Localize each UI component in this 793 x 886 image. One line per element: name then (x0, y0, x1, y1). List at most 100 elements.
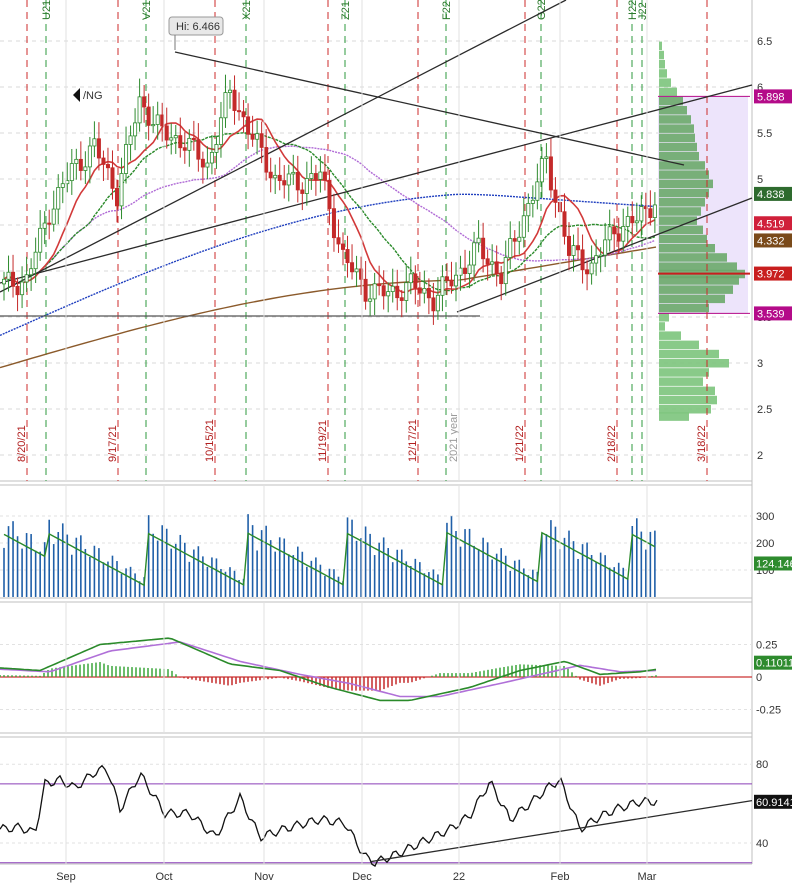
candle-body (29, 268, 34, 276)
candle-body (124, 144, 129, 174)
candle-body (377, 283, 382, 287)
price-tick-label: 3 (757, 358, 763, 370)
volume-profile-bar (659, 152, 699, 161)
price-tag-value: 4.519 (757, 218, 785, 230)
volume-profile-bar (659, 262, 737, 271)
volume-profile-bar (659, 50, 664, 60)
candle-body (331, 208, 336, 239)
candle-body (472, 242, 477, 266)
volume-profile-bar (659, 234, 707, 244)
candle-body (404, 282, 409, 301)
candle-body (413, 273, 418, 289)
candle-body (359, 268, 364, 280)
volume-tag (754, 556, 792, 571)
rsi-line (0, 764, 658, 868)
candle-body (634, 220, 639, 224)
volume-profile-bar (659, 225, 703, 235)
candle-body (291, 171, 296, 175)
candle-body (598, 254, 603, 257)
candle-body (463, 267, 468, 274)
candle-body (200, 158, 205, 168)
candle-body (530, 199, 535, 204)
candle-body (521, 215, 526, 238)
candle-body (273, 174, 278, 179)
price-tag (754, 266, 792, 281)
candle-body (350, 262, 355, 273)
candle-body (155, 114, 160, 125)
candle-body (105, 164, 110, 169)
volume-profile-bar (659, 405, 711, 414)
candle-body (616, 233, 621, 242)
volume-profile-bar (659, 303, 709, 313)
trendline-descending (174, 51, 685, 166)
candle-body (607, 226, 612, 241)
candle-body (576, 245, 581, 251)
candle-body (567, 235, 572, 256)
candle-body (142, 96, 147, 108)
rsi-tag-value: 60.9141 (756, 797, 793, 809)
price-tick-label: 6.5 (757, 36, 772, 48)
macd-tag (754, 655, 792, 670)
candle-body (499, 273, 504, 285)
volume-profile-bar (659, 106, 687, 115)
candle-body (539, 158, 544, 183)
candle-body (426, 288, 431, 299)
candle-body (648, 208, 653, 218)
price-tags: 5.898 4.838 4.519 4.332 3.972 3.539 (754, 89, 792, 321)
contract-label: X21 (241, 0, 253, 20)
candle-body (51, 208, 56, 225)
candle-body (250, 133, 255, 140)
candle-body (535, 181, 540, 201)
candle-body (300, 189, 305, 194)
candle-body (119, 173, 124, 207)
candle-body (485, 258, 490, 265)
candle-body (603, 239, 608, 256)
candle-body (368, 298, 373, 302)
candle-body (309, 173, 314, 179)
candle-body (449, 279, 454, 287)
price-tag (754, 306, 792, 321)
contract-label: U21 (41, 0, 53, 20)
candle-body (422, 288, 427, 294)
candle-body (169, 137, 174, 141)
candle-body (223, 92, 228, 119)
symbol-label[interactable]: /NG (73, 88, 103, 102)
expiration-date-label: 9/17/21 (107, 425, 119, 462)
candle-body (237, 110, 242, 113)
candle-body (490, 261, 495, 265)
volume-profile-bar (659, 170, 709, 179)
contract-label: H22 (627, 0, 639, 20)
candle-body (544, 156, 549, 159)
volume-profile (658, 41, 750, 421)
volume-profile-bar (659, 161, 705, 170)
candle-body (435, 294, 440, 312)
candle-body (625, 216, 630, 227)
volume-profile-bar (659, 294, 725, 304)
candle-body (42, 222, 47, 229)
macd-signal-line (0, 641, 657, 698)
time-tick-label: Nov (254, 871, 274, 883)
candle-body (589, 262, 594, 275)
candle-body (214, 144, 219, 153)
volume-profile-bar (659, 133, 695, 143)
candle-body (2, 278, 7, 285)
volume-profile-bar (659, 216, 697, 225)
candle-body (512, 238, 517, 242)
time-tick-label: Dec (352, 871, 372, 883)
volume-profile-bar (659, 253, 727, 262)
back-arrow-icon[interactable] (73, 88, 80, 102)
price-tag (754, 216, 792, 231)
candle-body (241, 111, 246, 118)
ma-200-line (0, 246, 657, 369)
candle-body (354, 268, 359, 273)
time-tick-label: Oct (155, 871, 172, 883)
candle-body (33, 251, 38, 270)
candle-body (553, 189, 558, 203)
volume-average-line (3, 531, 656, 587)
rsi-tick-label: 40 (756, 838, 768, 850)
candle-body (191, 137, 196, 141)
volume-tick-label: 200 (756, 538, 774, 550)
panel-frames (0, 0, 753, 865)
candle-body (322, 171, 327, 181)
